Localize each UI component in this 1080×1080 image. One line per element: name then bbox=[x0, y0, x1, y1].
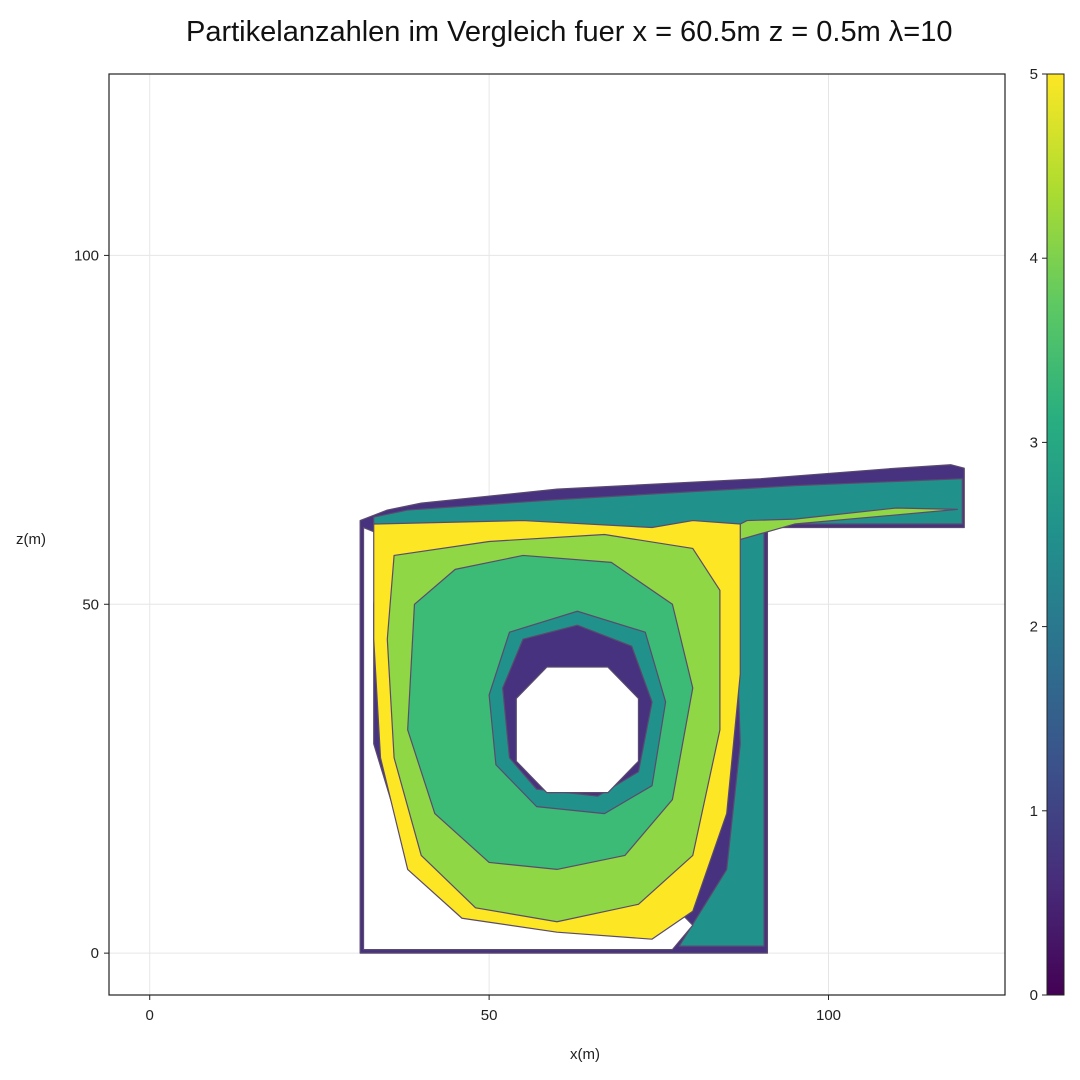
x-tick-label: 100 bbox=[816, 1007, 841, 1024]
y-axis-label: z(m) bbox=[16, 531, 46, 548]
colorbar-tick-label: 3 bbox=[1030, 434, 1038, 451]
colorbar bbox=[1046, 73, 1065, 996]
colorbar-tick-label: 1 bbox=[1030, 803, 1038, 820]
colorbar-tick-label: 0 bbox=[1030, 987, 1038, 1004]
chart-title: Partikelanzahlen im Vergleich fuer x = 6… bbox=[186, 16, 953, 48]
colorbar-tick-label: 2 bbox=[1030, 619, 1038, 636]
x-tick-label: 50 bbox=[481, 1007, 498, 1024]
y-tick-label: 50 bbox=[82, 596, 99, 613]
plot-frame bbox=[108, 73, 1006, 996]
y-tick-label: 0 bbox=[91, 945, 99, 962]
colorbar-tick-label: 5 bbox=[1030, 66, 1038, 83]
x-axis-label: x(m) bbox=[570, 1046, 600, 1063]
x-tick-label: 0 bbox=[146, 1007, 154, 1024]
y-tick-label: 100 bbox=[74, 247, 99, 264]
hole-region bbox=[515, 666, 640, 794]
colorbar-tick-label: 4 bbox=[1030, 250, 1038, 267]
